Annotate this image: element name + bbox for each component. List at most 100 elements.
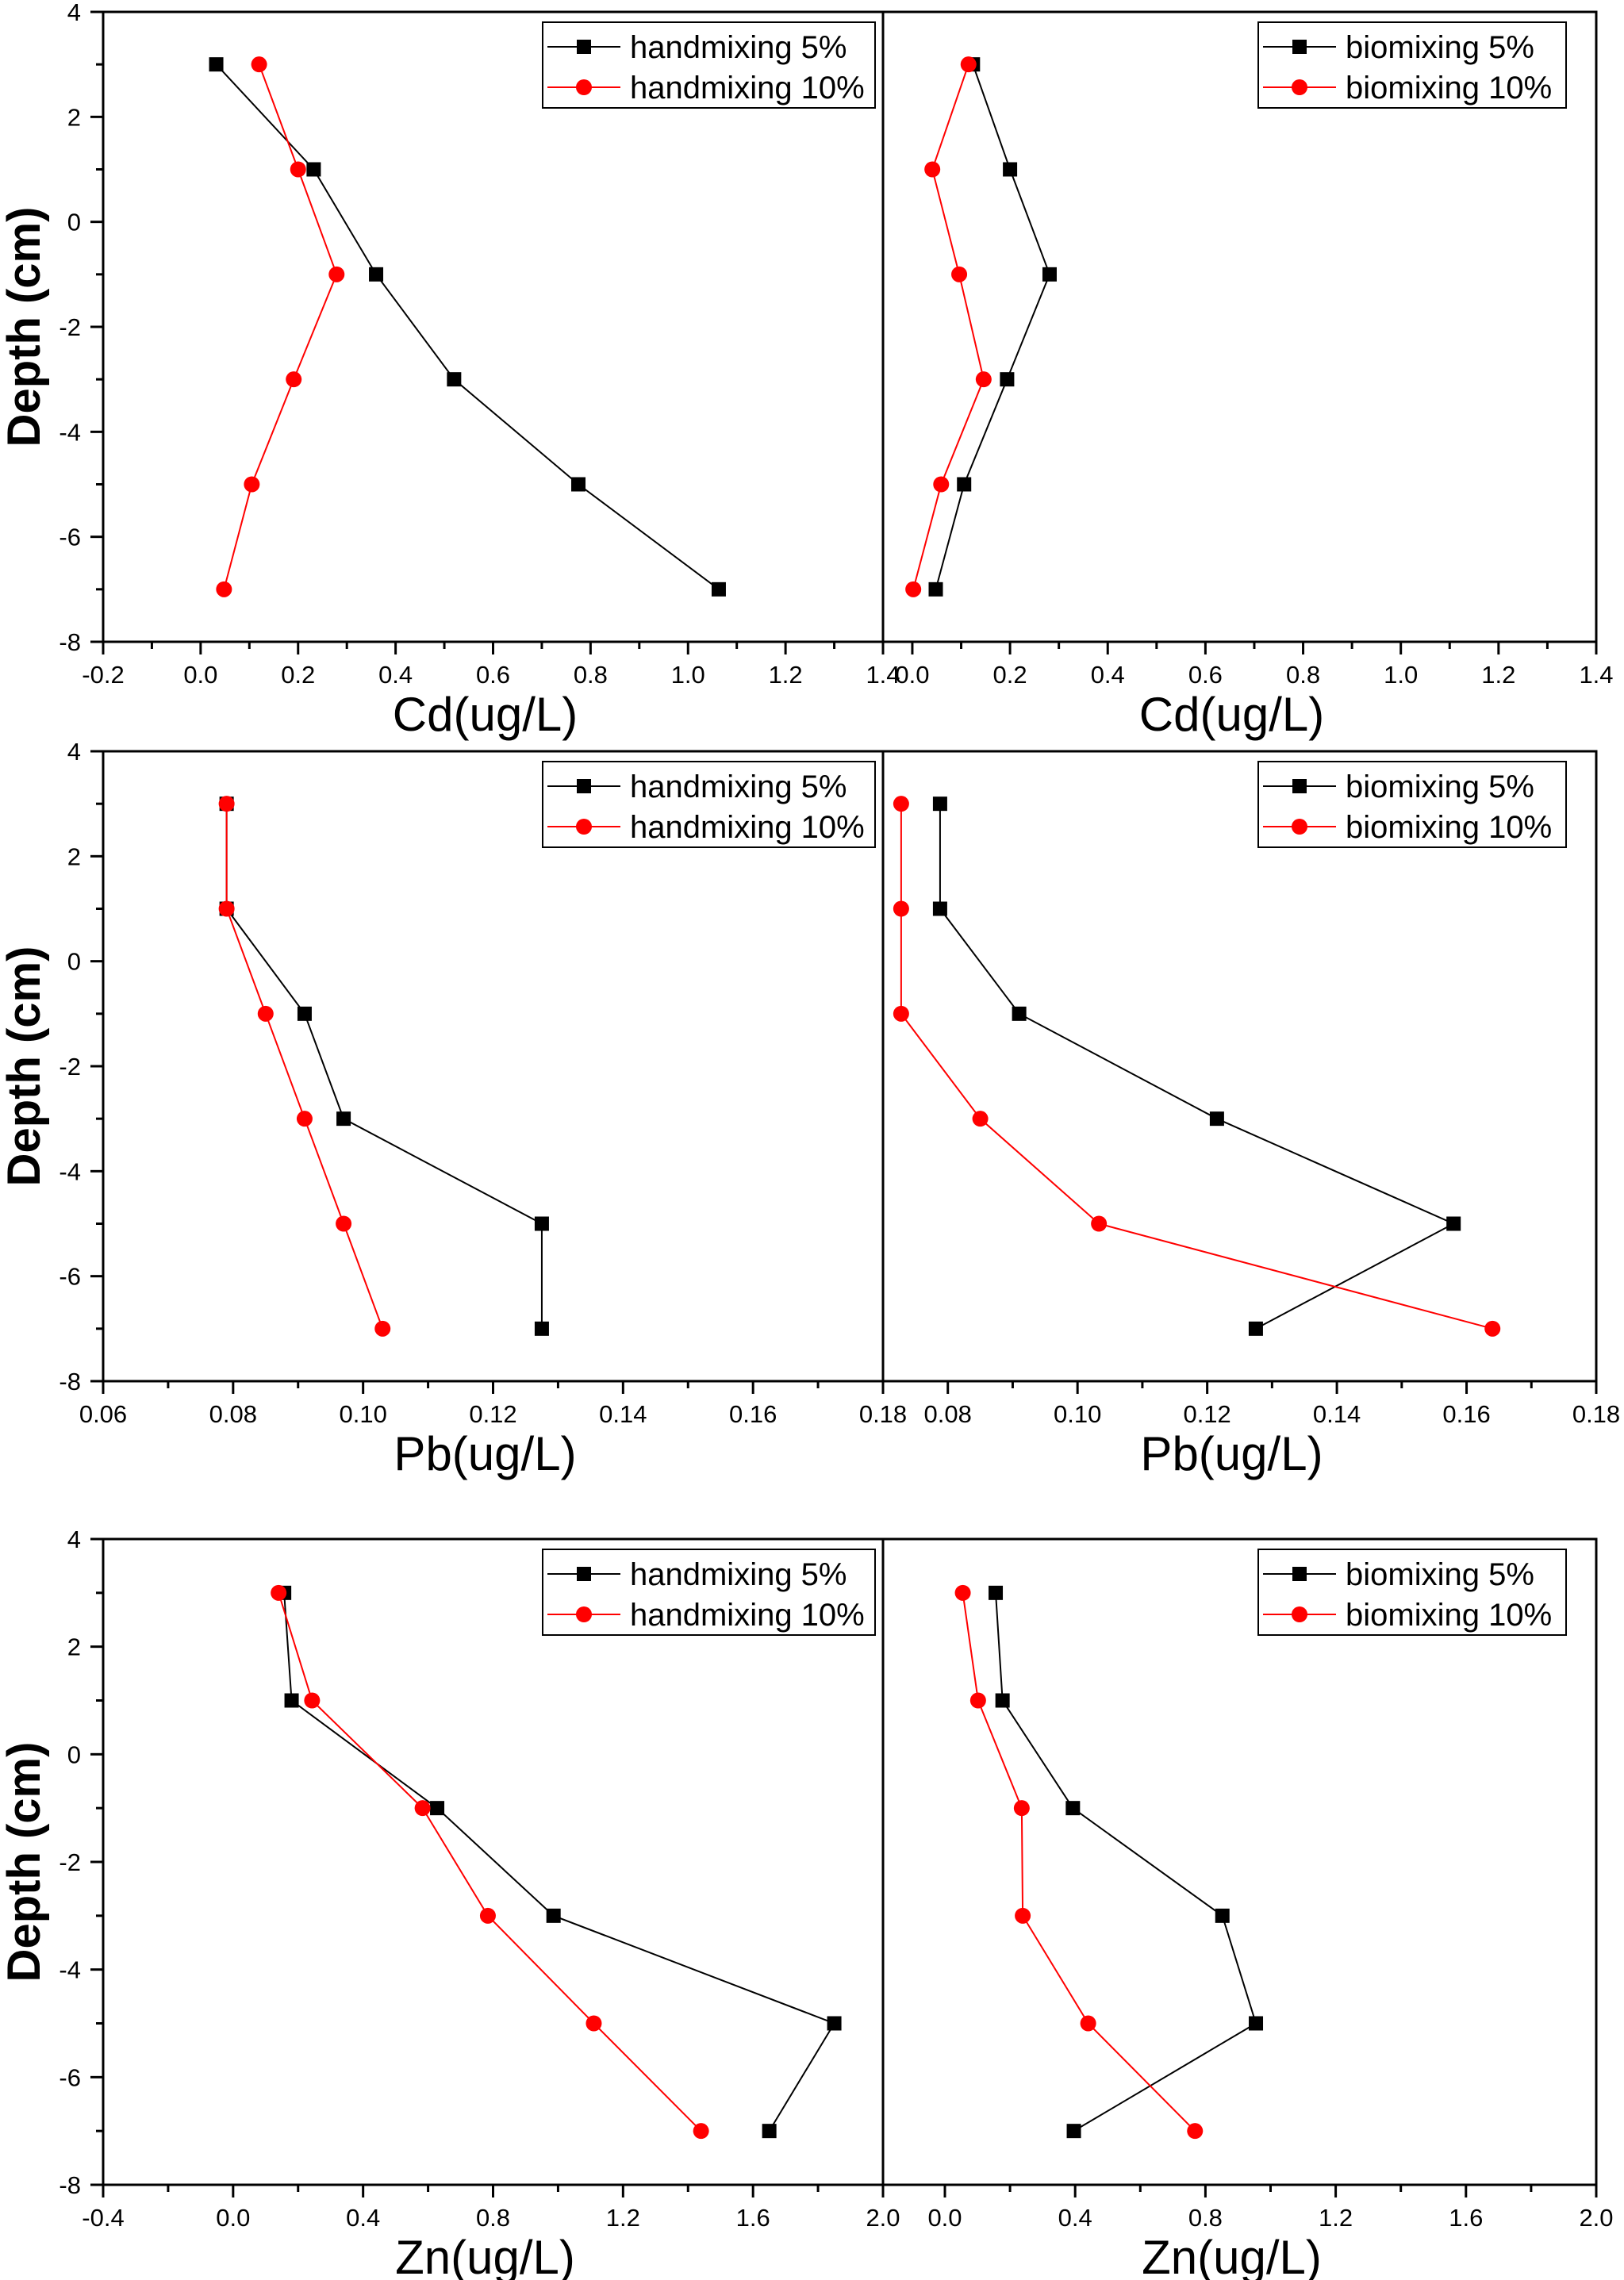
legend-label: biomixing 5% <box>1346 770 1534 804</box>
y-axis-title-row-3: Depth (cm) <box>0 1742 50 1983</box>
y-tick-label: 2 <box>67 1633 81 1661</box>
y-axis: 4 2 0 -2 -4 -6 -8 <box>59 0 103 656</box>
data-point-square <box>1000 372 1015 387</box>
plot-frame <box>881 750 1598 1383</box>
x-axis-title: Zn(ug/L) <box>1142 2231 1322 2280</box>
y-axis: 4 2 0 -2 -4 -6 -8 <box>59 738 103 1395</box>
series-biomixing-5- <box>989 1585 1264 2139</box>
x-tick-label: 2.0 <box>866 2204 900 2232</box>
x-tick-label: -0.4 <box>82 2204 124 2232</box>
series-biomixing-10- <box>954 1584 1204 2140</box>
data-point-square <box>571 477 586 492</box>
series-line <box>912 63 985 590</box>
x-axis: 0.08 0.10 0.12 0.14 0.16 0.18 <box>924 1381 1620 1428</box>
x-tick-label: 0.0 <box>927 2204 962 2232</box>
legend-marker-square <box>577 40 591 54</box>
x-tick-label: 0.12 <box>469 1400 516 1428</box>
legend: biomixing 5% biomixing 10% <box>1257 21 1567 109</box>
data-point-square <box>1066 2124 1081 2139</box>
panels: -0.2 0.0 0.2 0.4 0.6 0.8 1.0 1.2 1.4Cd(ug/L)420-… <box>59 0 1620 2280</box>
series-line <box>962 1592 1196 2132</box>
data-point-circle <box>1187 2123 1204 2140</box>
legend: biomixing 5% biomixing 10% <box>1257 1549 1567 1636</box>
data-point-square <box>284 1693 299 1708</box>
data-point-circle <box>1013 1800 1030 1817</box>
x-tick-label: 0.16 <box>1442 1400 1490 1428</box>
data-point-square <box>989 1585 1004 1600</box>
data-point-circle <box>479 1907 496 1924</box>
data-point-circle <box>1484 1320 1501 1337</box>
data-point-circle <box>304 1692 321 1709</box>
data-point-square <box>762 2124 777 2139</box>
legend-marker-circle <box>576 819 592 835</box>
x-tick-label: 0.2 <box>993 661 1027 689</box>
legend-box <box>1257 21 1567 109</box>
data-point-square <box>1012 1006 1027 1021</box>
data-point-circle <box>328 266 345 282</box>
data-point-square <box>1248 1321 1263 1336</box>
x-tick-label: 0.6 <box>1188 661 1223 689</box>
data-point-circle <box>218 796 235 812</box>
y-tick-label: -8 <box>59 628 81 656</box>
x-tick-label: 0.18 <box>859 1400 907 1428</box>
x-tick-label: 0.10 <box>1054 1400 1101 1428</box>
data-point-circle <box>893 796 909 812</box>
x-axis: 0.0 0.2 0.4 0.6 0.8 1.0 1.2 1.4 <box>895 642 1614 689</box>
x-tick-label: 0.8 <box>1286 661 1320 689</box>
y-tick-label: -8 <box>59 1368 81 1395</box>
y-tick-label: -8 <box>59 2171 81 2199</box>
data-point-square <box>430 1801 445 1816</box>
data-point-square <box>534 1216 549 1231</box>
series-biomixing-10- <box>893 796 1501 1337</box>
y-axis-title-row-1: Depth (cm) <box>0 207 50 447</box>
data-point-circle <box>216 581 232 597</box>
data-point-circle <box>975 371 992 388</box>
x-tick-label: 0.8 <box>476 2204 510 2232</box>
legend-box <box>542 1549 876 1636</box>
legend-marker-circle <box>576 1606 592 1622</box>
x-tick-label: 1.4 <box>866 661 900 689</box>
x-axis-title: Pb(ug/L) <box>1140 1427 1323 1480</box>
y-tick-label: -4 <box>59 1157 81 1185</box>
data-point-circle <box>893 1005 909 1022</box>
x-tick-label: -0.2 <box>82 661 124 689</box>
legend: handmixing 5% handmixing 10% <box>542 21 876 109</box>
y-tick-label: -4 <box>59 1956 81 1984</box>
legend-label: biomixing 10% <box>1346 71 1552 106</box>
x-tick-label: 0.0 <box>216 2204 250 2232</box>
x-axis: -0.2 0.0 0.2 0.4 0.6 0.8 1.0 1.2 1.4 <box>82 642 900 689</box>
x-tick-label: 0.4 <box>1058 2204 1092 2232</box>
x-tick-label: 0.4 <box>378 661 413 689</box>
x-axis: 0.06 0.08 0.10 0.12 0.14 0.16 0.18 <box>79 1381 907 1428</box>
legend-label: handmixing 5% <box>630 30 847 65</box>
y-tick-label: -4 <box>59 418 81 446</box>
data-point-square <box>306 162 321 177</box>
data-point-circle <box>218 900 235 917</box>
data-point-circle <box>969 1692 986 1709</box>
x-tick-label: 1.6 <box>1449 2204 1483 2232</box>
data-point-square <box>1003 162 1018 177</box>
data-point-circle <box>414 1800 431 1817</box>
y-tick-label: 2 <box>67 843 81 870</box>
y-tick-label: -2 <box>59 313 81 341</box>
series-handmixing-10- <box>271 1584 709 2140</box>
y-tick-label: 0 <box>67 948 81 976</box>
data-point-circle <box>693 2123 709 2140</box>
x-axis-title: Zn(ug/L) <box>395 2231 575 2280</box>
x-tick-label: 0.2 <box>281 661 315 689</box>
x-tick-label: 2.0 <box>1579 2204 1613 2232</box>
legend-label: handmixing 5% <box>630 770 847 804</box>
x-tick-label: 0.0 <box>183 661 217 689</box>
series-line <box>225 804 384 1330</box>
x-axis: 0.0 0.4 0.8 1.2 1.6 2.0 <box>927 2185 1614 2232</box>
plot-frame <box>881 1537 1598 2186</box>
series-biomixing-5- <box>932 796 1461 1336</box>
legend-label: biomixing 10% <box>1346 810 1552 845</box>
x-tick-label: 0.06 <box>79 1400 127 1428</box>
plot-frame <box>881 10 1598 643</box>
legend-marker-circle <box>576 79 592 95</box>
legend-marker-circle <box>1292 79 1307 95</box>
data-point-circle <box>336 1215 352 1232</box>
y-tick-label: -2 <box>59 1053 81 1081</box>
